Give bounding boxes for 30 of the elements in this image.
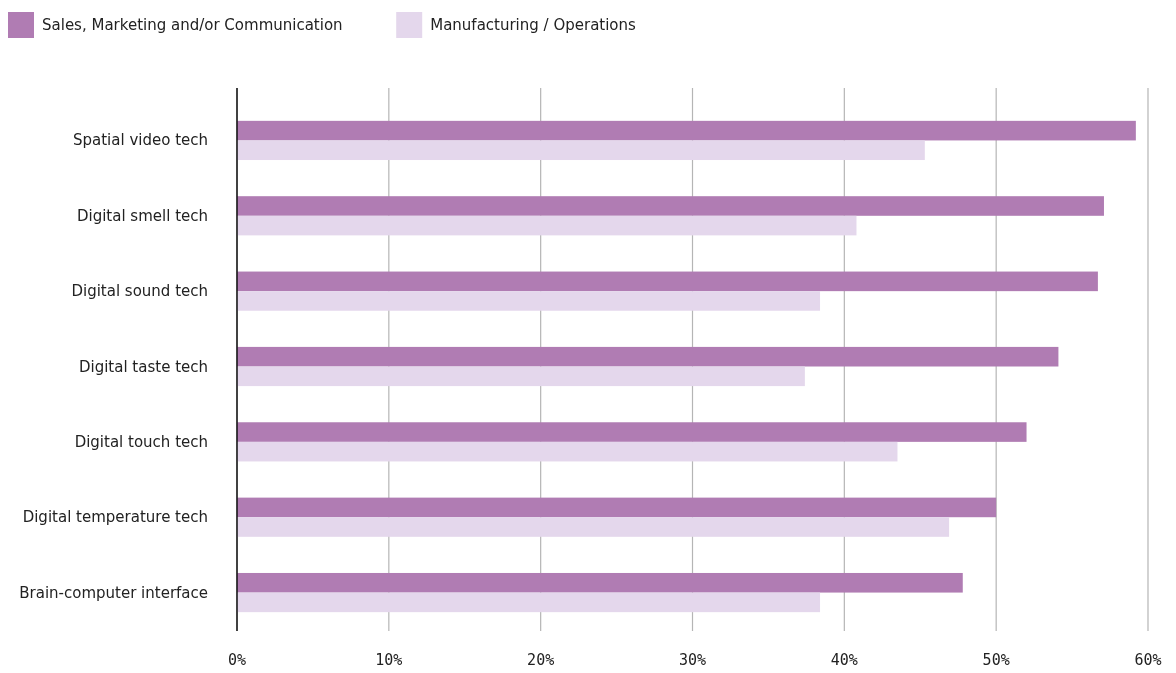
bar	[237, 215, 857, 236]
bar	[237, 592, 821, 613]
legend-label: Manufacturing / Operations	[430, 16, 637, 34]
bar	[237, 140, 925, 161]
x-tick-label: 40%	[830, 651, 858, 669]
bar	[237, 120, 1136, 141]
y-tick-label: Digital smell tech	[76, 206, 208, 225]
x-tick-label: 50%	[982, 651, 1010, 669]
x-tick-label: 0%	[227, 651, 247, 669]
legend-label: Sales, Marketing and/or Communication	[42, 16, 343, 34]
y-tick-label: Digital temperature tech	[22, 508, 208, 527]
bar	[237, 196, 1104, 216]
y-tick-label: Spatial video tech	[72, 131, 208, 150]
x-tick-label: 30%	[678, 651, 707, 669]
bar	[237, 366, 805, 387]
bar	[237, 497, 997, 518]
bar	[237, 441, 898, 462]
bar	[237, 572, 963, 593]
x-tick-label: 20%	[527, 651, 555, 669]
y-tick-label: Digital touch tech	[74, 432, 208, 451]
y-tick-label: Brain-computer interface	[19, 583, 208, 602]
x-tick-label: 60%	[1134, 651, 1162, 669]
y-tick-label: Digital sound tech	[71, 282, 208, 301]
bar	[237, 422, 1027, 442]
y-tick-label: Digital taste tech	[78, 357, 208, 376]
bar	[237, 291, 821, 311]
bar	[237, 346, 1059, 367]
bar	[237, 271, 1098, 292]
bar	[237, 517, 950, 537]
x-tick-label: 10%	[375, 651, 403, 669]
